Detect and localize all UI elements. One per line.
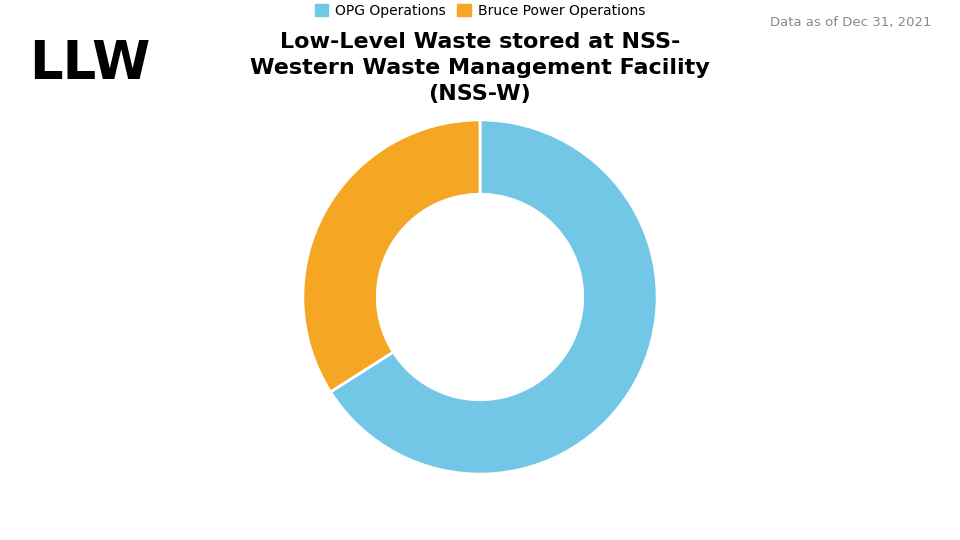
Wedge shape (303, 120, 480, 392)
Text: Data as of Dec 31, 2021: Data as of Dec 31, 2021 (770, 16, 931, 29)
Legend: OPG Operations, Bruce Power Operations: OPG Operations, Bruce Power Operations (309, 0, 651, 24)
Text: Low-Level Waste stored at NSS-
Western Waste Management Facility
(NSS-W): Low-Level Waste stored at NSS- Western W… (251, 32, 709, 104)
Wedge shape (330, 120, 657, 474)
Text: LLW: LLW (29, 38, 150, 90)
